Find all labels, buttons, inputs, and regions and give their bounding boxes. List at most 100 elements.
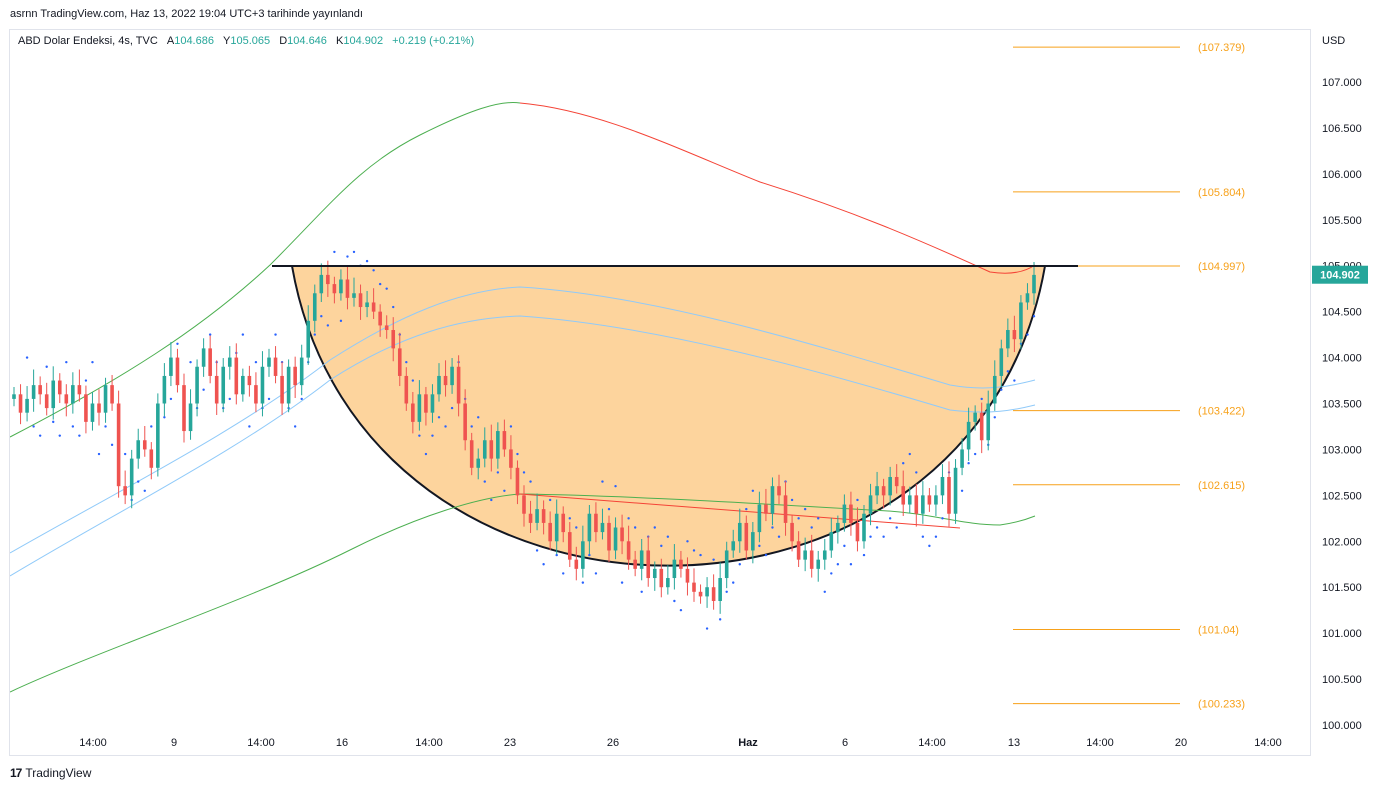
- candle: [136, 428, 141, 469]
- sar-dot: [97, 452, 101, 456]
- y-tick-label: 107.000: [1322, 77, 1362, 89]
- candle-body: [554, 513, 559, 542]
- candle-body: [162, 375, 167, 404]
- candle: [430, 384, 435, 423]
- candle-body: [312, 293, 317, 321]
- sar-dot: [633, 526, 637, 529]
- fib-level-label: (107.379): [1198, 42, 1245, 54]
- candle-body: [332, 284, 337, 294]
- ma-blue-line-2: [10, 315, 1036, 577]
- candle-body: [156, 403, 160, 468]
- sar-dot: [1032, 315, 1036, 318]
- candle: [489, 424, 494, 472]
- candle-body: [979, 412, 984, 441]
- candle-body: [129, 458, 134, 496]
- candle-body: [241, 375, 245, 395]
- sar-dot: [627, 517, 630, 520]
- sar-dot: [32, 425, 35, 428]
- candle-body: [136, 440, 141, 459]
- candle: [51, 366, 56, 420]
- x-tick-label: 9: [171, 737, 177, 749]
- candle: [1006, 318, 1010, 358]
- currency-label[interactable]: USD: [1322, 35, 1346, 47]
- x-tick-label: 14:00: [247, 737, 275, 749]
- sar-dot: [424, 452, 428, 456]
- candle: [914, 483, 919, 527]
- sar-dot: [862, 553, 866, 557]
- sar-dot: [705, 627, 709, 630]
- candle: [31, 369, 36, 412]
- sar-dot: [326, 324, 330, 327]
- symbol-title[interactable]: ABD Dolar Endeksi, 4s, TVC: [18, 35, 158, 47]
- candle: [509, 435, 513, 480]
- high-label: Y: [223, 35, 231, 47]
- candle: [12, 386, 16, 407]
- change-value: +0.219 (+0.21%): [392, 35, 475, 47]
- sar-dot: [529, 480, 532, 483]
- sar-dot: [921, 535, 925, 538]
- candle-body: [600, 522, 605, 533]
- sar-dot: [967, 462, 970, 465]
- candle: [600, 508, 605, 540]
- candle: [129, 449, 134, 509]
- candle: [679, 550, 683, 578]
- y-tick-label: 101.500: [1322, 582, 1362, 594]
- candle-body: [509, 449, 513, 468]
- candle-body: [992, 375, 997, 404]
- candle-body: [456, 366, 461, 404]
- y-tick-label: 100.000: [1322, 720, 1362, 732]
- sar-dot: [980, 397, 983, 401]
- candle: [737, 508, 742, 553]
- sar-dot: [450, 406, 454, 410]
- sar-dot: [241, 333, 245, 336]
- candle-body: [666, 578, 670, 588]
- candle-body: [581, 541, 585, 569]
- candle: [71, 372, 75, 414]
- candle: [450, 358, 454, 394]
- sar-dot: [1013, 379, 1016, 382]
- sar-dot: [588, 553, 591, 557]
- candle: [652, 561, 657, 591]
- footer-brand[interactable]: 17 TradingView: [10, 766, 91, 780]
- candle: [744, 515, 749, 560]
- ma-blue-line-1: [10, 286, 1036, 554]
- sar-dot: [392, 305, 395, 309]
- candle: [692, 568, 696, 602]
- candle-body: [587, 513, 592, 542]
- sar-dot: [928, 544, 931, 548]
- candle-body: [84, 394, 88, 422]
- candle: [156, 393, 160, 477]
- candle: [463, 389, 467, 451]
- candle: [875, 471, 879, 505]
- candle-body: [476, 458, 481, 468]
- candle: [77, 369, 82, 402]
- x-tick-label: 23: [504, 737, 516, 749]
- sar-dot: [581, 581, 585, 584]
- sar-dot: [640, 590, 643, 594]
- candle-body: [535, 509, 539, 523]
- candle: [293, 356, 297, 398]
- sar-dot: [418, 434, 421, 437]
- candle-body: [711, 587, 716, 601]
- candle: [522, 485, 526, 527]
- sar-dot: [431, 434, 434, 437]
- candle: [548, 511, 552, 551]
- candle-body: [515, 467, 520, 496]
- candle: [378, 304, 382, 337]
- candle: [822, 538, 827, 570]
- sar-dot: [771, 526, 774, 529]
- candle-body: [718, 578, 722, 601]
- candle: [273, 346, 278, 384]
- candle-body: [496, 431, 500, 459]
- sar-dot: [65, 360, 68, 364]
- candle-body: [574, 559, 579, 569]
- candle: [907, 486, 912, 514]
- candle: [711, 574, 716, 610]
- sar-dot: [810, 526, 813, 529]
- candle-body: [352, 293, 356, 298]
- ma-lower-red-line: [519, 493, 961, 529]
- candle: [339, 269, 343, 301]
- candle: [365, 290, 369, 318]
- chart-frame[interactable]: [9, 29, 1311, 756]
